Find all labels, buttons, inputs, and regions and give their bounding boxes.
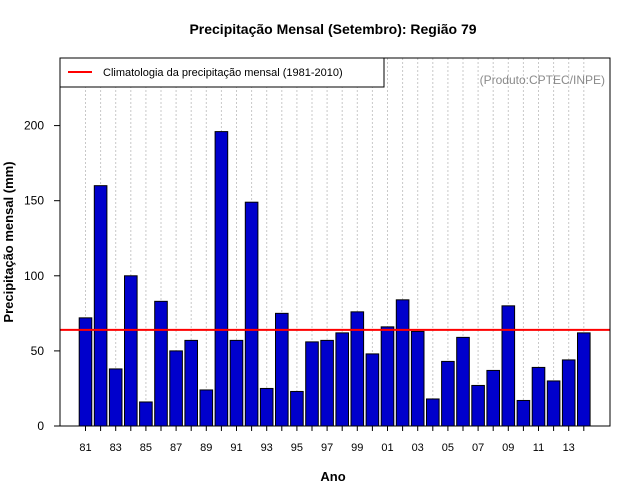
bar-07 [471, 384, 485, 427]
bars [78, 131, 591, 427]
bar-87 [169, 350, 183, 427]
x-tick-label: 03 [412, 442, 424, 454]
bar-86 [154, 300, 168, 427]
bar-97 [320, 339, 334, 427]
bar-04 [426, 398, 440, 427]
bar-13 [561, 359, 576, 427]
bar-92 [244, 201, 259, 427]
bar-11 [531, 366, 546, 427]
bar-96 [305, 341, 319, 427]
y-tick-label: 100 [24, 269, 44, 283]
x-tick-label: 93 [261, 442, 273, 454]
bar-89 [199, 389, 214, 427]
x-tick-label: 85 [140, 442, 152, 454]
x-tick-label: 87 [170, 442, 182, 454]
bar-14 [577, 332, 591, 427]
x-tick-label: 13 [563, 442, 575, 454]
y-tick-label: 0 [37, 419, 44, 433]
x-tick-label: 07 [472, 442, 484, 454]
bar-06 [456, 336, 470, 427]
bar-81 [78, 317, 93, 427]
bar-82 [93, 185, 108, 427]
bar-91 [229, 339, 244, 427]
y-axis-label: Precipitação mensal (mm) [1, 161, 16, 322]
x-axis-ticks: 81 83 85 87 89 91 93 95 97 99 01 03 05 07 09 11 13 [79, 426, 585, 454]
chart-title: Precipitação Mensal (Setembro): Região 7… [189, 21, 476, 37]
bar-01 [380, 326, 395, 427]
x-tick-label: 01 [381, 442, 393, 454]
bar-90 [214, 131, 229, 427]
x-tick-label: 91 [230, 442, 242, 454]
x-tick-label: 99 [351, 442, 363, 454]
x-tick-label: 83 [110, 442, 122, 454]
x-axis-label: Ano [320, 469, 345, 484]
bar-98 [335, 332, 349, 427]
vertical-grid [85, 58, 585, 426]
bar-10 [516, 399, 531, 427]
bar-02 [395, 299, 410, 427]
legend-box [59, 57, 385, 88]
bar-03 [410, 330, 425, 427]
bar-12 [546, 380, 561, 427]
legend: Climatologia da precipitação mensal (198… [59, 57, 385, 88]
legend-entry-climatology: Climatologia da precipitação mensal (198… [103, 67, 343, 79]
x-tick-label: 09 [502, 442, 514, 454]
bar-93 [259, 387, 274, 427]
y-tick-label: 50 [31, 344, 45, 358]
bar-05 [441, 360, 455, 427]
x-tick-label: 97 [321, 442, 333, 454]
x-tick-label: 81 [79, 442, 91, 454]
bar-88 [184, 339, 198, 427]
x-tick-label: 05 [442, 442, 454, 454]
bar-85 [139, 401, 153, 427]
y-tick-label: 200 [24, 119, 44, 133]
x-tick-label: 95 [291, 442, 303, 454]
bar-00 [365, 353, 380, 427]
y-axis-ticks: 0 50 100 150 200 [24, 119, 60, 433]
bar-83 [108, 368, 123, 427]
y-tick-label: 150 [24, 194, 44, 208]
x-tick-label: 11 [533, 442, 544, 454]
bar-84 [124, 275, 138, 427]
bar-09 [501, 305, 516, 427]
x-tick-label: 89 [200, 442, 212, 454]
bar-08 [486, 369, 500, 427]
credit-text: (Produto:CPTEC/INPE) [480, 73, 605, 87]
bar-95 [290, 390, 304, 427]
